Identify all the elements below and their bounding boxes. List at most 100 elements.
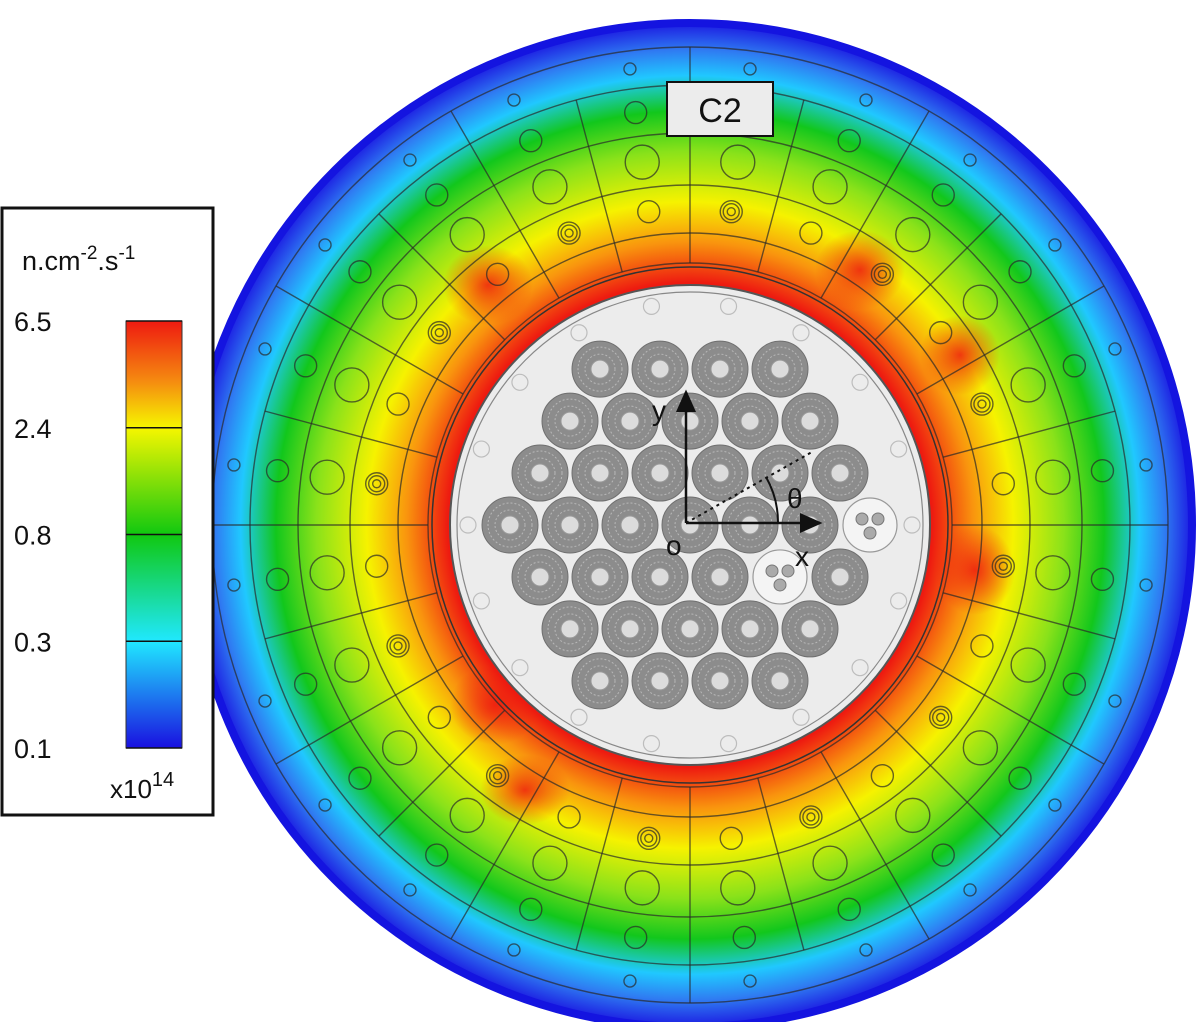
- reflector-small-hole: [623, 62, 637, 76]
- fuel-assembly-ring: [824, 457, 856, 489]
- fuel-assembly-ring: [787, 398, 833, 444]
- fuel-assembly-ring: [697, 346, 743, 392]
- legend-multiplier: x1014: [110, 769, 174, 804]
- fuel-assembly-ring: [757, 658, 803, 704]
- fuel-assembly-ring: [584, 561, 616, 593]
- reflector-cell: [449, 216, 485, 253]
- fuel-assembly-ring: [547, 502, 593, 548]
- reflector-cell: [931, 843, 955, 867]
- reflector-cell: [1090, 459, 1115, 483]
- core-edge-hole: [511, 659, 529, 677]
- core-outer-ring: [431, 266, 949, 784]
- reflector-cell-inner: [877, 269, 888, 280]
- reflector-cell-inner: [973, 395, 991, 413]
- fuel-assembly-ring: [794, 509, 826, 541]
- fuel-assembly-center: [530, 463, 550, 483]
- core-assemblies: [459, 297, 921, 753]
- fuel-assembly-center: [650, 567, 670, 587]
- fuel-assembly-ring: [697, 554, 743, 600]
- fuel-assembly-ring: [817, 450, 863, 496]
- fuel-assembly-ring: [584, 457, 616, 489]
- legend-unit: n.cm-2.s-1: [22, 243, 135, 276]
- fuel-assembly-ring: [607, 606, 653, 652]
- control-rod-pin: [871, 512, 885, 526]
- fuel-assembly-ring: [667, 502, 713, 548]
- reflector-cell: [991, 472, 1015, 496]
- fuel-assembly-ring: [764, 457, 796, 489]
- fuel-assembly-center: [800, 515, 820, 535]
- fuel-assembly-center: [680, 411, 700, 431]
- fuel-assembly-ring: [757, 450, 803, 496]
- reflector-cell-inner: [560, 224, 578, 242]
- reflector-cell: [265, 459, 290, 483]
- reflector-small-hole: [743, 62, 757, 76]
- reflector-cell: [334, 647, 370, 683]
- reflector-divider: [942, 410, 1116, 458]
- angle-dotted-line: [685, 451, 813, 524]
- reflector-cell: [624, 870, 660, 906]
- fuel-assembly-center: [740, 515, 760, 535]
- core-edge-hole: [890, 440, 908, 458]
- fuel-assembly-ring: [794, 405, 826, 437]
- reflector-cell: [720, 870, 756, 906]
- reflector-cell: [928, 320, 953, 345]
- fuel-assembly-center: [710, 671, 730, 691]
- legend-tick-label: 0.8: [14, 521, 52, 551]
- reflector-cell: [265, 567, 290, 591]
- fuel-assembly-center: [710, 359, 730, 379]
- reflector-small-hole: [1108, 342, 1122, 356]
- reflector-cell-inner: [368, 475, 386, 493]
- fuel-assembly-ring: [727, 502, 773, 548]
- fuel-assembly-ring: [644, 561, 676, 593]
- control-rod-pin: [863, 526, 877, 540]
- reflector-cell: [962, 284, 999, 320]
- reflector-cell: [1008, 260, 1032, 284]
- reflector-cell: [970, 392, 994, 416]
- reflector-cell: [557, 221, 581, 245]
- reflector-cell: [519, 128, 543, 153]
- reflector-small-hole: [1139, 578, 1153, 592]
- reflector-divider: [575, 777, 623, 951]
- hot-spot: [815, 230, 905, 310]
- fuel-assembly-ring: [547, 606, 593, 652]
- core-edge-hole: [792, 324, 810, 342]
- fuel-assembly-ring: [787, 502, 833, 548]
- c2-tag: C2: [666, 81, 774, 137]
- reflector-divider: [275, 655, 464, 765]
- core-edge-hole: [472, 592, 490, 610]
- fuel-assembly-ring: [704, 457, 736, 489]
- core-edge-hole: [642, 297, 661, 315]
- reflector-cell: [1010, 367, 1046, 403]
- reflector-small-hole: [403, 883, 417, 897]
- reflector-cell: [427, 705, 452, 730]
- fuel-assembly-ring: [704, 561, 736, 593]
- fuel-assembly-ring: [577, 346, 623, 392]
- reflector-cell-inner: [372, 479, 382, 489]
- reflector-cell-inner: [977, 399, 987, 409]
- reflector-cell: [837, 897, 861, 922]
- reflector-cell: [386, 392, 410, 416]
- c2-tag-label: C2: [698, 92, 741, 130]
- reflector-divider: [275, 285, 464, 395]
- fuel-assembly-ring: [824, 561, 856, 593]
- reflector-cell: [519, 897, 543, 922]
- fuel-assembly-center: [830, 567, 850, 587]
- core-edge-hole: [851, 659, 869, 677]
- fuel-assembly-ring: [817, 554, 863, 600]
- reflector-cell-inner: [726, 207, 736, 217]
- angle-arc: [765, 476, 780, 524]
- fuel-assembly-center: [770, 359, 790, 379]
- fuel-assembly-center: [740, 411, 760, 431]
- fuel-assembly-center: [590, 671, 610, 691]
- fuel-assembly-ring: [524, 457, 556, 489]
- reflector-small-hole: [963, 883, 977, 897]
- reflector-small-hole: [507, 943, 521, 957]
- reflector-cell: [928, 705, 953, 730]
- angle-label: θ: [787, 483, 803, 514]
- fuel-assembly-ring: [757, 346, 803, 392]
- fuel-assembly-ring: [554, 405, 586, 437]
- reflector-divider: [820, 751, 930, 940]
- core-edge-hole: [890, 592, 908, 610]
- fuel-assembly-center: [770, 671, 790, 691]
- reflector-divider: [757, 777, 805, 951]
